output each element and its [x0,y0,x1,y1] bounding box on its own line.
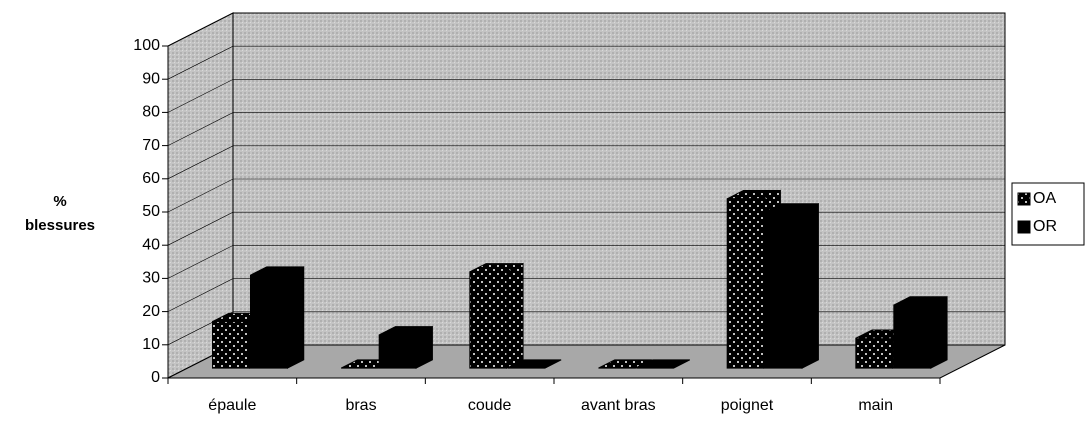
grid-line [167,112,1005,146]
y-tick-label: 80 [142,104,160,121]
bar [378,334,417,369]
bar [726,198,765,369]
bar-side [287,266,305,369]
x-tick-label: main [858,397,893,414]
bar [212,321,250,369]
y-tick-label: 40 [142,236,160,253]
bar-side [506,262,524,369]
bar [250,274,288,369]
x-tick-label: bras [345,397,376,414]
x-tick-label: coude [468,397,512,414]
y-tick-label: 90 [142,70,160,87]
bar-side [930,295,948,369]
grid-line [167,145,1005,180]
bar-side [673,359,690,369]
y-tick-label: 10 [142,336,160,353]
y-tick-label: 100 [133,37,160,54]
x-tick-label: épaule [208,397,256,414]
bar-side [544,359,562,369]
grid-line [167,178,1005,213]
bar [469,271,508,369]
x-tick-label: avant bras [581,397,656,414]
legend-label: OR [1033,218,1057,235]
bar-side [801,202,819,369]
bar [764,211,803,369]
y-tick-label: 70 [142,137,160,154]
y-tick-label: 30 [142,270,160,287]
grid-line [167,12,1005,47]
y-axis-label: % [53,193,66,210]
legend-swatch [1017,192,1031,206]
legend-label: OA [1033,190,1056,207]
bar [893,304,932,369]
y-tick-label: 20 [142,303,160,320]
x-tick-label: poignet [721,397,774,414]
grid-line [167,79,1005,113]
grid-line [167,45,1005,80]
bar [855,337,894,369]
y-tick-label: 0 [151,369,160,386]
y-axis-label: blessures [25,217,95,234]
legend-swatch [1017,220,1031,234]
y-tick-label: 50 [142,203,160,220]
y-tick-label: 60 [142,170,160,187]
